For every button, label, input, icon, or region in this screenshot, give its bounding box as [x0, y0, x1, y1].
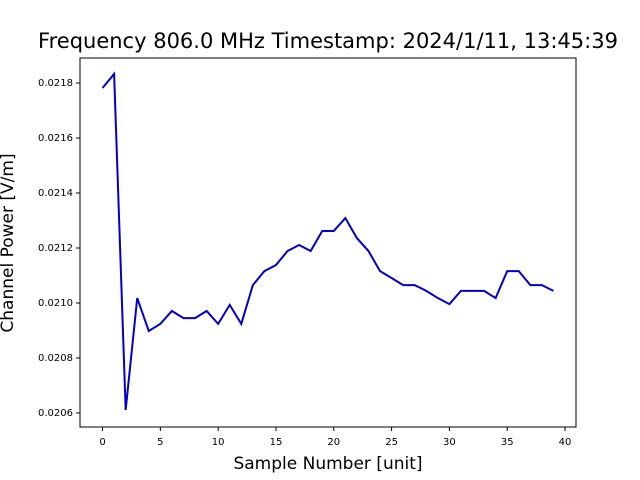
data-line	[101, 71, 554, 411]
x-tick-label: 20	[327, 437, 340, 448]
x-tick-label: 40	[559, 437, 572, 448]
x-axis-label: Sample Number [unit]	[233, 454, 422, 474]
x-tick-label: 0	[99, 437, 105, 448]
plot-frame	[79, 57, 577, 428]
y-axis-label: Channel Power [V/m]	[0, 153, 18, 332]
y-tick-label: 0.0208	[38, 353, 73, 364]
y-tick-label: 0.0210	[38, 298, 73, 309]
y-tick-label: 0.0218	[38, 78, 73, 89]
y-tick-label: 0.0206	[38, 408, 73, 419]
y-tick-label: 0.0214	[38, 188, 73, 199]
x-tick-label: 25	[385, 437, 398, 448]
y-tick-label: 0.0216	[38, 133, 73, 144]
x-tick-label: 35	[501, 437, 514, 448]
chart-title: Frequency 806.0 MHz Timestamp: 2024/1/11…	[38, 29, 618, 53]
x-tick-label: 10	[212, 437, 225, 448]
x-tick-label: 15	[270, 437, 283, 448]
x-tick-label: 5	[157, 437, 163, 448]
y-tick-label: 0.0212	[38, 243, 73, 254]
x-tick-label: 30	[443, 437, 456, 448]
